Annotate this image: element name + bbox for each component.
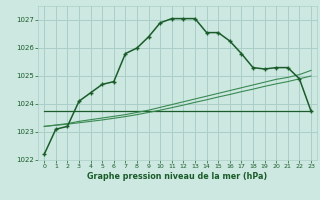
X-axis label: Graphe pression niveau de la mer (hPa): Graphe pression niveau de la mer (hPa) xyxy=(87,172,268,181)
